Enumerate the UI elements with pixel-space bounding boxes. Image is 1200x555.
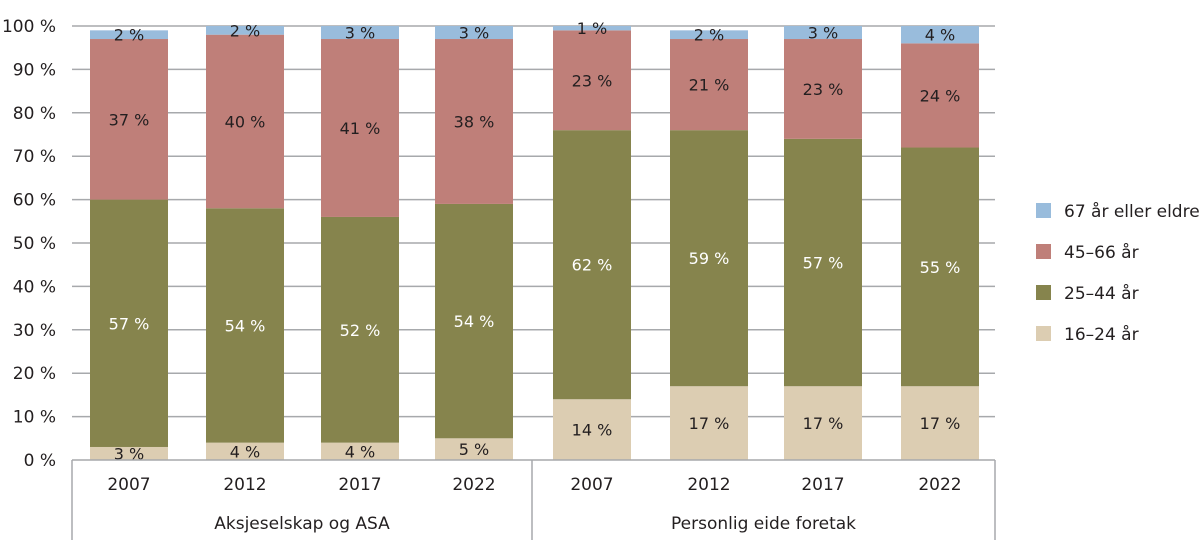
data-label: 40 %	[225, 112, 266, 131]
y-tick-label: 100 %	[2, 17, 56, 37]
data-label: 5 %	[459, 440, 489, 459]
y-tick-label: 60 %	[13, 191, 56, 211]
bar-segment	[90, 30, 168, 40]
bar-segment	[901, 147, 979, 387]
group-label: Personlig eide foretak	[671, 514, 856, 534]
data-label: 38 %	[454, 112, 495, 131]
data-label: 3 %	[345, 24, 375, 43]
data-label: 3 %	[808, 24, 838, 43]
bar-segment	[435, 26, 513, 40]
legend-swatch	[1036, 285, 1051, 300]
bar-segment	[321, 39, 399, 217]
bar-segment	[90, 446, 168, 460]
bar-segment	[206, 442, 284, 460]
data-label: 54 %	[225, 316, 266, 335]
data-label: 1 %	[577, 19, 607, 38]
data-label: 24 %	[920, 86, 961, 105]
bar-segment	[90, 39, 168, 200]
legend-label: 25–44 år	[1064, 283, 1139, 304]
bar-segment	[784, 39, 862, 139]
x-tick-label: 2017	[801, 475, 844, 495]
data-label: 4 %	[230, 442, 260, 461]
segment-labels: 3 % 57 % 37 % 2 % 4 % 54 % 40 % 2 % 4 % 52 % 41 % 3…	[109, 19, 961, 463]
data-label: 17 %	[803, 414, 844, 433]
data-label: 57 %	[109, 314, 150, 333]
bar-segment	[901, 26, 979, 44]
data-label: 59 %	[689, 249, 730, 268]
y-tick-label: 0 %	[24, 451, 56, 471]
data-label: 17 %	[689, 414, 730, 433]
bar-segment	[670, 30, 748, 40]
legend-label: 67 år eller eldre	[1064, 201, 1200, 222]
bar-segment	[206, 208, 284, 443]
data-label: 52 %	[340, 321, 381, 340]
y-tick-label: 40 %	[13, 277, 56, 297]
y-tick-label: 20 %	[13, 364, 56, 384]
legend-swatch	[1036, 244, 1051, 259]
bar-segment	[784, 26, 862, 40]
bar-segment	[435, 39, 513, 204]
x-axis: 2007 2012 2017 2022 2007 2012 2017 2022 Aksjesel…	[71, 459, 996, 540]
bar-segment	[784, 138, 862, 387]
y-tick-label: 80 %	[13, 104, 56, 124]
x-tick-label: 2022	[452, 475, 495, 495]
data-label: 23 %	[572, 71, 613, 90]
y-tick-label: 30 %	[13, 321, 56, 341]
bars	[90, 26, 979, 460]
data-label: 57 %	[803, 254, 844, 273]
bar-segment	[784, 386, 862, 460]
y-tick-label: 10 %	[13, 408, 56, 428]
y-tick-label: 90 %	[13, 60, 56, 80]
bar-segment	[435, 438, 513, 460]
legend-swatch	[1036, 203, 1051, 218]
data-label: 17 %	[920, 414, 961, 433]
x-tick-label: 2017	[338, 475, 381, 495]
bar-segment	[553, 30, 631, 131]
data-label: 37 %	[109, 110, 150, 129]
data-label: 62 %	[572, 256, 613, 275]
bar-segment	[670, 386, 748, 460]
legend-label: 45–66 år	[1064, 242, 1139, 263]
data-label: 2 %	[114, 26, 144, 45]
bar-segment	[901, 43, 979, 148]
y-axis-ticks: 0 % 10 % 20 % 30 % 40 % 50 % 60 % 70 % 80 % 90 % 1…	[2, 17, 56, 471]
data-label: 3 %	[114, 444, 144, 463]
data-label: 2 %	[694, 26, 724, 45]
data-label: 3 %	[459, 24, 489, 43]
bar-segment	[90, 199, 168, 447]
data-label: 14 %	[572, 421, 613, 440]
legend-swatch	[1036, 326, 1051, 341]
legend-label: 16–24 år	[1064, 324, 1139, 345]
data-label: 41 %	[340, 119, 381, 138]
y-tick-label: 50 %	[13, 234, 56, 254]
x-tick-label: 2022	[918, 475, 961, 495]
bar-segment	[553, 399, 631, 460]
bar-segment	[321, 26, 399, 40]
bar-segment	[321, 442, 399, 460]
data-label: 55 %	[920, 258, 961, 277]
data-label: 21 %	[689, 76, 730, 95]
data-label: 2 %	[230, 21, 260, 40]
x-tick-label: 2012	[687, 475, 730, 495]
bar-segment	[553, 26, 631, 31]
data-label: 54 %	[454, 312, 495, 331]
y-tick-label: 70 %	[13, 147, 56, 167]
bar-segment	[321, 216, 399, 443]
legend: 67 år eller eldre 45–66 år 25–44 år 16–24 å…	[1036, 201, 1200, 345]
group-label: Aksjeselskap og ASA	[214, 514, 390, 534]
bar-segment	[206, 26, 284, 35]
x-tick-label: 2012	[223, 475, 266, 495]
x-tick-label: 2007	[570, 475, 613, 495]
bar-segment	[901, 386, 979, 460]
bar-segment	[206, 34, 284, 209]
data-label: 4 %	[345, 442, 375, 461]
x-tick-label: 2007	[107, 475, 150, 495]
bar-segment	[670, 39, 748, 131]
bar-segment	[670, 130, 748, 387]
data-label: 23 %	[803, 80, 844, 99]
bar-segment	[435, 203, 513, 439]
bar-segment	[553, 130, 631, 400]
data-label: 4 %	[925, 26, 955, 45]
